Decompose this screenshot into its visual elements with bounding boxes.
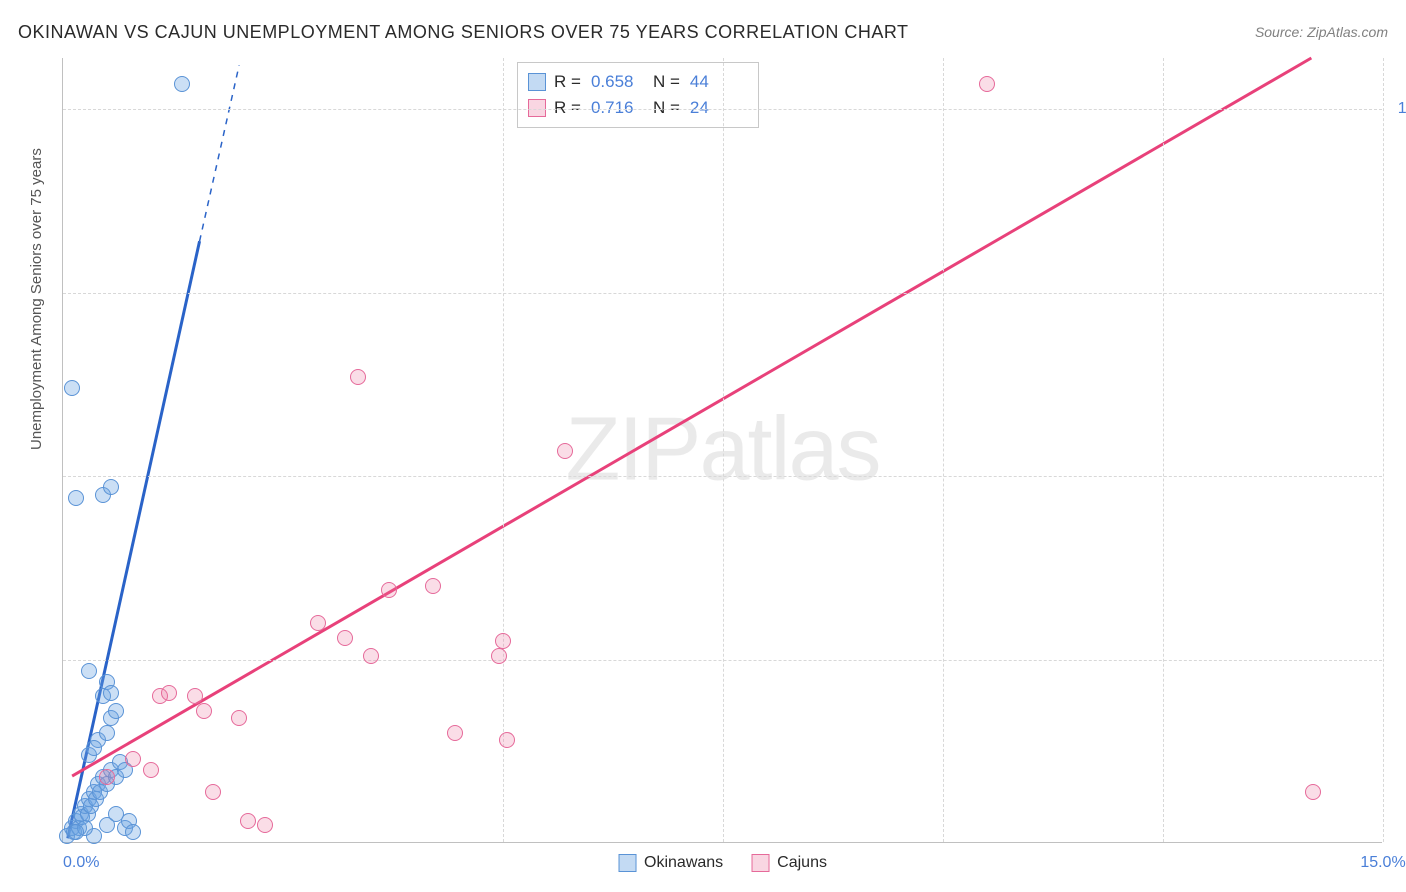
cajuns-point (196, 703, 212, 719)
legend-item-okinawans: Okinawans (618, 854, 723, 872)
gridline-vertical (1383, 58, 1384, 842)
okinawans-point (68, 490, 84, 506)
cajuns-point (495, 633, 511, 649)
trend-line-cajuns (72, 58, 1311, 776)
source-attribution: Source: ZipAtlas.com (1255, 24, 1388, 40)
cajuns-point (143, 762, 159, 778)
okinawans-point (64, 380, 80, 396)
cajuns-point (447, 725, 463, 741)
okinawans-point (108, 806, 124, 822)
r-label: R = (554, 98, 581, 118)
cajuns-point (240, 813, 256, 829)
y-tick-label: 50.0% (1392, 467, 1406, 485)
legend-rn-row-okinawans: R = 0.658 N = 44 (528, 69, 744, 95)
gridline-vertical (723, 58, 724, 842)
okinawans-point (81, 663, 97, 679)
okinawans-point (99, 725, 115, 741)
trend-line-okinawans-dashed (200, 65, 240, 241)
cajuns-point (557, 443, 573, 459)
legend-label: Okinawans (644, 854, 723, 872)
legend-series: Okinawans Cajuns (618, 854, 827, 872)
r-value: 0.716 (591, 98, 645, 118)
n-value: 24 (690, 98, 744, 118)
cajuns-point (231, 710, 247, 726)
cajuns-point (337, 630, 353, 646)
n-value: 44 (690, 72, 744, 92)
okinawans-point (68, 824, 84, 840)
okinawans-point (174, 76, 190, 92)
cajuns-point (99, 769, 115, 785)
cajuns-point (363, 648, 379, 664)
cajuns-point (499, 732, 515, 748)
cajuns-point (381, 582, 397, 598)
legend-swatch-blue (618, 854, 636, 872)
gridline-vertical (1163, 58, 1164, 842)
r-value: 0.658 (591, 72, 645, 92)
okinawans-point (86, 740, 102, 756)
legend-swatch-pink (528, 99, 546, 117)
chart-title: OKINAWAN VS CAJUN UNEMPLOYMENT AMONG SEN… (18, 22, 909, 43)
legend-swatch-pink (751, 854, 769, 872)
cajuns-point (205, 784, 221, 800)
okinawans-point (103, 685, 119, 701)
cajuns-point (425, 578, 441, 594)
y-tick-label: 75.0% (1392, 284, 1406, 302)
x-tick-label: 15.0% (1360, 854, 1405, 872)
legend-label: Cajuns (777, 854, 827, 872)
cajuns-point (161, 685, 177, 701)
okinawans-point (108, 703, 124, 719)
cajuns-point (350, 369, 366, 385)
y-tick-label: 25.0% (1392, 651, 1406, 669)
cajuns-point (125, 751, 141, 767)
cajuns-point (1305, 784, 1321, 800)
cajuns-point (979, 76, 995, 92)
r-label: R = (554, 72, 581, 92)
y-axis-label: Unemployment Among Seniors over 75 years (28, 148, 45, 450)
okinawans-point (103, 479, 119, 495)
n-label: N = (653, 72, 680, 92)
legend-item-cajuns: Cajuns (751, 854, 827, 872)
y-tick-label: 100.0% (1392, 100, 1406, 118)
cajuns-point (257, 817, 273, 833)
legend-rn-row-cajuns: R = 0.716 N = 24 (528, 95, 744, 121)
cajuns-point (491, 648, 507, 664)
cajuns-point (310, 615, 326, 631)
gridline-vertical (503, 58, 504, 842)
okinawans-point (125, 824, 141, 840)
chart-plot-area: ZIPatlas R = 0.658 N = 44 R = 0.716 N = … (62, 58, 1382, 843)
gridline-vertical (943, 58, 944, 842)
cajuns-point (187, 688, 203, 704)
x-tick-label: 0.0% (63, 854, 99, 872)
legend-swatch-blue (528, 73, 546, 91)
n-label: N = (653, 98, 680, 118)
